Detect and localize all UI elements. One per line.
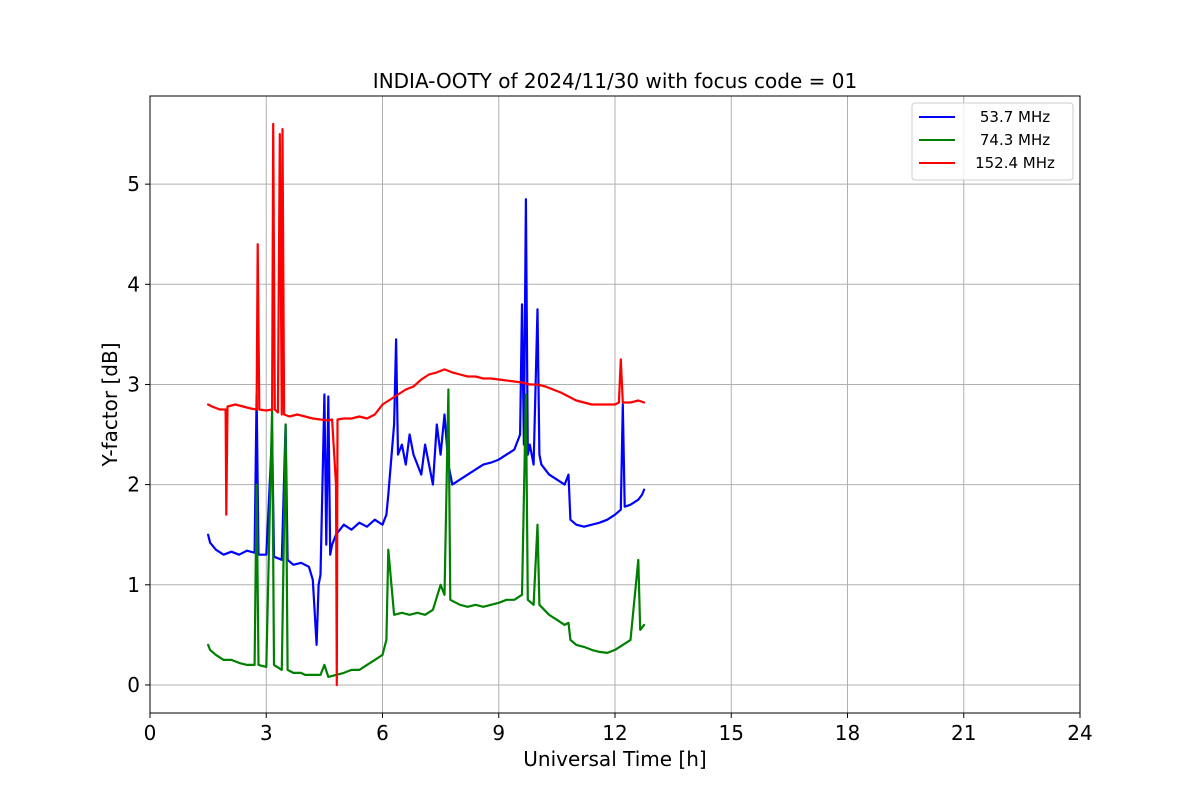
x-tick-label: 3: [260, 721, 273, 745]
y-axis-label: Y-factor [dB]: [98, 342, 122, 467]
x-tick-label: 9: [492, 721, 505, 745]
legend-label-53-7: 53.7 MHz: [980, 108, 1050, 126]
legend: 53.7 MHz 74.3 MHz 152.4 MHz: [911, 102, 1074, 181]
y-tick-label: 4: [127, 272, 140, 296]
series-line-152-4-mhz: [207, 122, 646, 687]
x-axis-label: Universal Time [h]: [523, 747, 706, 771]
x-tick-label: 24: [1067, 721, 1092, 745]
y-tick-label: 2: [127, 473, 140, 497]
y-tick-label: 5: [127, 172, 140, 196]
y-tick-label: 1: [127, 573, 140, 597]
x-tick-label: 18: [835, 721, 860, 745]
x-tick-label: 6: [376, 721, 389, 745]
x-tick-label: 21: [951, 721, 976, 745]
x-tick-label: 12: [602, 721, 627, 745]
legend-label-152-4: 152.4 MHz: [975, 154, 1055, 172]
x-tick-label: 15: [719, 721, 744, 745]
series-group: [207, 122, 646, 687]
x-tick-label: 0: [144, 721, 157, 745]
legend-box: [911, 102, 1074, 181]
series-line-74-3-mhz: [207, 388, 646, 678]
legend-label-74-3: 74.3 MHz: [980, 131, 1050, 149]
y-tick-label: 0: [127, 673, 140, 697]
y-tick-label: 3: [127, 372, 140, 396]
chart-title: INDIA-OOTY of 2024/11/30 with focus code…: [373, 69, 857, 93]
